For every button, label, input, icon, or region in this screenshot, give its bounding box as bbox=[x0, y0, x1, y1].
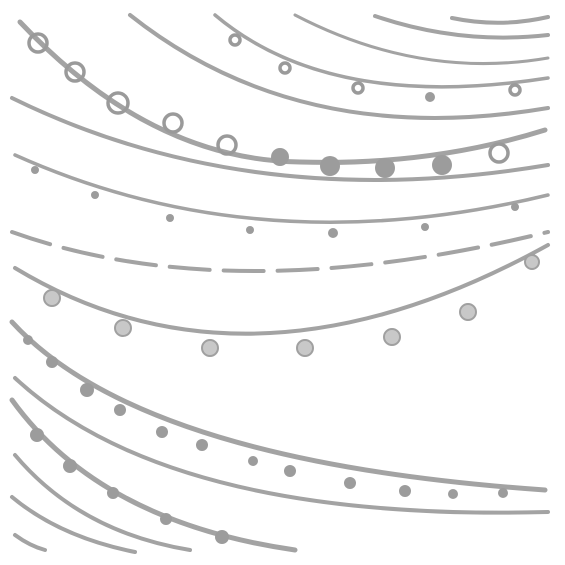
bead bbox=[114, 404, 126, 416]
bead bbox=[344, 477, 356, 489]
ring-bead bbox=[278, 61, 292, 75]
bead bbox=[63, 459, 77, 473]
bead bbox=[271, 148, 289, 166]
bead bbox=[30, 428, 44, 442]
pearl-bead bbox=[114, 319, 132, 337]
pearl-bead bbox=[383, 328, 401, 346]
ring-bead bbox=[228, 33, 242, 47]
bead bbox=[156, 426, 168, 438]
ring-bead bbox=[64, 61, 86, 83]
bead bbox=[166, 214, 174, 222]
bead bbox=[375, 158, 395, 178]
strand bbox=[13, 376, 550, 515]
pearl-bead bbox=[43, 289, 61, 307]
strand bbox=[373, 14, 550, 40]
strand bbox=[13, 243, 550, 336]
bead bbox=[421, 223, 429, 231]
ring-bead bbox=[488, 142, 510, 164]
strand bbox=[293, 13, 550, 66]
bead bbox=[511, 203, 519, 211]
pearl-bead bbox=[296, 339, 314, 357]
bead bbox=[196, 439, 208, 451]
strand bbox=[13, 453, 192, 552]
ring-bead bbox=[351, 81, 365, 95]
bead bbox=[246, 226, 254, 234]
beads bbox=[23, 32, 540, 544]
strand bbox=[13, 153, 550, 224]
bead bbox=[80, 383, 94, 397]
ring-bead bbox=[162, 112, 184, 134]
bead bbox=[425, 92, 435, 102]
ring-bead bbox=[106, 91, 130, 115]
strand bbox=[10, 96, 550, 182]
bead bbox=[399, 485, 411, 497]
ring-bead bbox=[27, 32, 49, 54]
bead bbox=[328, 228, 338, 238]
strand bbox=[13, 533, 47, 552]
strand bbox=[450, 15, 550, 25]
bead bbox=[432, 155, 452, 175]
bead bbox=[448, 489, 458, 499]
bead bbox=[320, 156, 340, 176]
strand bbox=[17, 19, 548, 165]
dashed-strand bbox=[10, 230, 550, 273]
bead bbox=[215, 530, 229, 544]
strand bbox=[213, 13, 550, 89]
bead bbox=[91, 191, 99, 199]
strand bbox=[128, 13, 550, 120]
bead bbox=[284, 465, 296, 477]
bead bbox=[498, 488, 508, 498]
strand bbox=[10, 495, 137, 554]
bead bbox=[248, 456, 258, 466]
bead bbox=[107, 487, 119, 499]
bead bbox=[46, 356, 58, 368]
pearl-bead bbox=[201, 339, 219, 357]
bead bbox=[31, 166, 39, 174]
pearl-bead bbox=[459, 303, 477, 321]
pearl-bead bbox=[524, 254, 540, 270]
bead bbox=[23, 335, 33, 345]
ring-bead bbox=[216, 134, 238, 156]
ring-bead bbox=[508, 83, 522, 97]
bead bbox=[160, 513, 172, 525]
